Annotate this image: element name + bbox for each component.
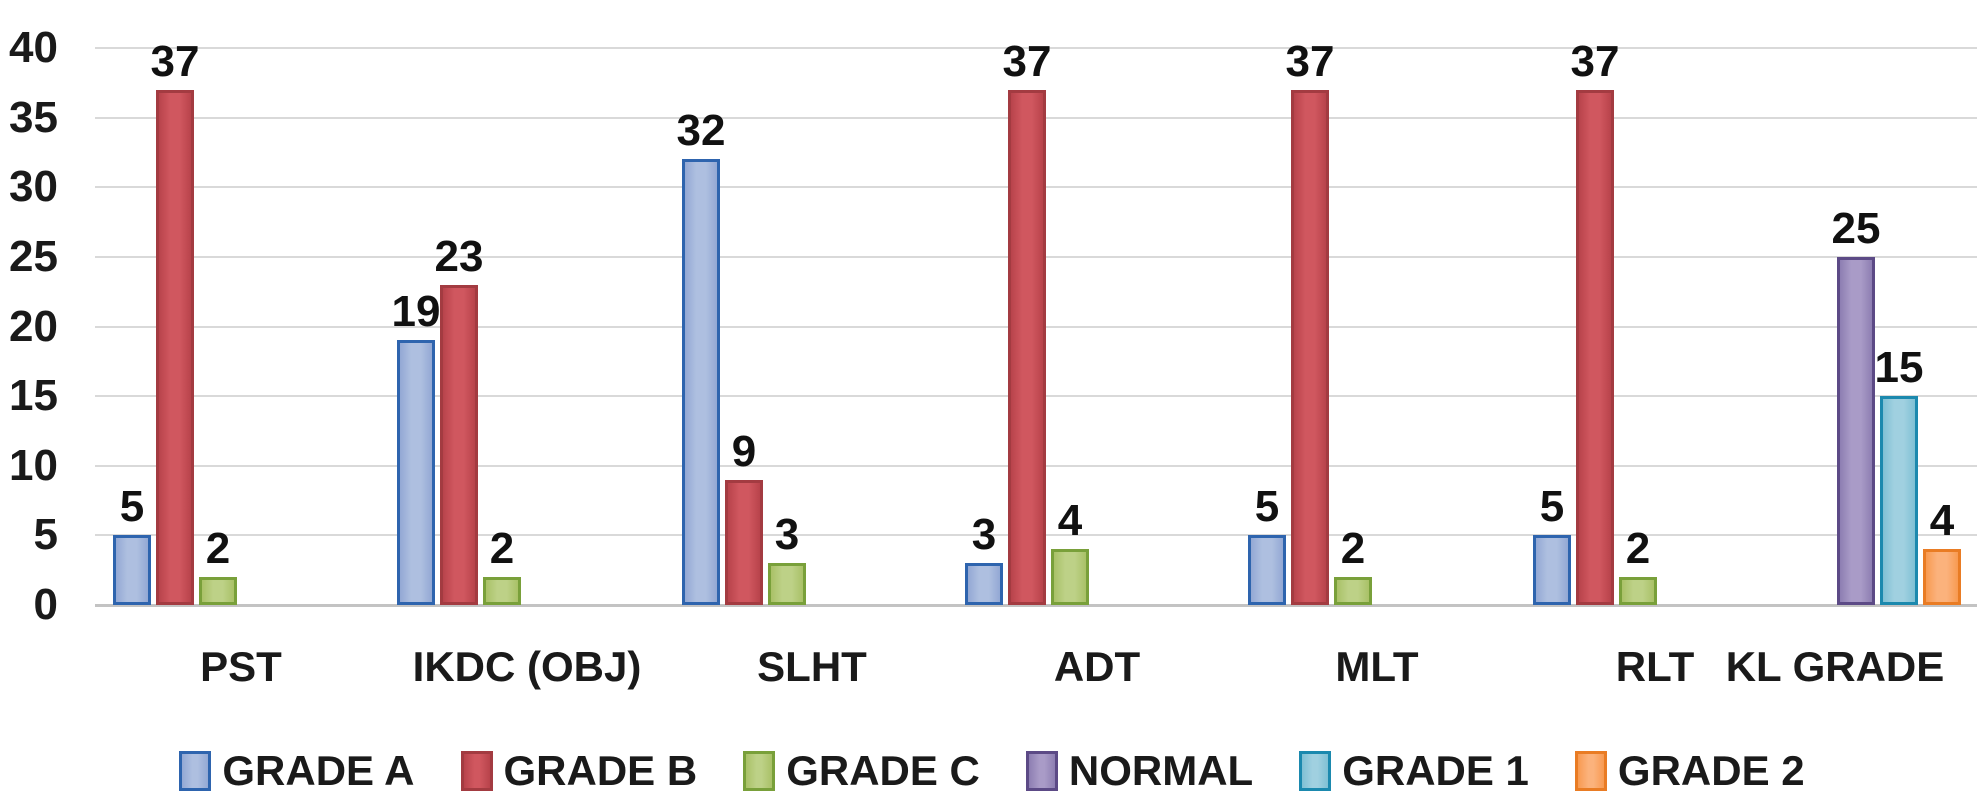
x-axis-label-rlt: RLT — [1615, 643, 1695, 690]
y-tick-label-40: 40 — [9, 23, 58, 72]
value-label-grade-b-rlt: 37 — [1570, 37, 1620, 86]
y-tick-label-10: 10 — [9, 440, 58, 490]
value-label-grade-c-adt: 4 — [1057, 496, 1083, 545]
x-axis-label-slht: SLHT — [757, 643, 867, 690]
value-label-grade-c-ikdc-obj: 2 — [489, 524, 515, 573]
bar-grade-2-kl-grade — [1923, 549, 1961, 605]
bar-grade-a-rlt — [1533, 535, 1571, 605]
legend-label-grade-b: GRADE B — [503, 747, 698, 794]
bar-grade-c-mlt — [1334, 577, 1372, 605]
value-label-grade-2-kl-grade: 4 — [1929, 496, 1955, 545]
legend-item-grade-1: GRADE 1 — [1299, 750, 1529, 792]
bar-grade-a-adt — [965, 563, 1003, 605]
value-label-grade-1-kl-grade: 15 — [1874, 343, 1924, 392]
x-axis-label-ikdc-obj: IKDC (OBJ) — [412, 643, 642, 690]
value-label-grade-c-rlt: 2 — [1625, 524, 1651, 573]
y-tick-label-20: 20 — [9, 301, 58, 351]
value-label-normal-kl-grade: 25 — [1831, 204, 1881, 253]
value-label-grade-c-mlt: 2 — [1340, 524, 1366, 573]
x-axis-label-pst: PST — [200, 643, 282, 690]
value-label-grade-c-slht: 3 — [774, 510, 800, 559]
y-tick-label-0: 0 — [33, 580, 58, 629]
bar-grade-b-slht — [725, 480, 763, 605]
bar-grade-a-ikdc-obj — [397, 340, 435, 605]
value-label-grade-a-mlt: 5 — [1254, 482, 1280, 531]
value-label-grade-c-pst: 2 — [205, 524, 231, 573]
y-tick-label-30: 30 — [9, 162, 58, 212]
legend-swatch-normal — [1025, 751, 1058, 791]
bar-grade-1-kl-grade — [1880, 396, 1918, 605]
legend-swatch-grade-1 — [1299, 751, 1332, 791]
legend-swatch-grade-2 — [1574, 751, 1607, 791]
bar-grade-b-ikdc-obj — [440, 285, 478, 605]
y-tick-label-35: 35 — [9, 92, 58, 142]
legend-label-normal: NORMAL — [1068, 747, 1254, 794]
legend-swatch-grade-a — [179, 751, 212, 791]
bar-grade-c-pst — [199, 577, 237, 605]
bar-grade-b-pst — [156, 90, 194, 605]
bar-grade-c-adt — [1051, 549, 1089, 605]
legend-label-grade-1: GRADE 1 — [1342, 747, 1529, 794]
legend-item-normal: NORMAL — [1025, 747, 1254, 794]
bar-grade-b-rlt — [1576, 90, 1614, 605]
legend-swatch-grade-b — [460, 751, 493, 791]
legend-swatch-grade-c — [743, 751, 776, 791]
y-tick-label-25: 25 — [9, 231, 58, 281]
bar-grade-b-adt — [1008, 90, 1046, 605]
bar-grade-a-mlt — [1248, 535, 1286, 605]
y-tick-label-5: 5 — [33, 510, 58, 560]
value-label-grade-a-pst: 5 — [119, 482, 145, 531]
bar-grade-c-ikdc-obj — [483, 577, 521, 605]
bar-grade-c-rlt — [1619, 577, 1657, 605]
x-axis-label-kl-grade: KL GRADE — [1725, 643, 1945, 690]
value-label-grade-a-ikdc-obj: 19 — [391, 287, 441, 336]
value-label-grade-b-slht: 9 — [731, 427, 757, 476]
bar-grade-a-slht — [682, 159, 720, 605]
value-label-grade-b-mlt: 37 — [1285, 37, 1335, 86]
value-label-grade-b-pst: 37 — [150, 37, 200, 86]
gridline-40 — [95, 47, 1977, 49]
value-label-grade-a-slht: 32 — [676, 106, 726, 155]
value-label-grade-a-adt: 3 — [971, 510, 997, 559]
legend-item-grade-b: GRADE B — [460, 747, 698, 794]
legend-item-grade-a: GRADE A — [179, 747, 415, 794]
value-label-grade-a-rlt: 5 — [1539, 482, 1565, 531]
x-axis-line — [95, 604, 1977, 607]
x-axis-label-mlt: MLT — [1335, 643, 1419, 690]
legend-label-grade-c: GRADE C — [786, 747, 980, 794]
y-tick-label-15: 15 — [9, 371, 58, 421]
chart-legend: GRADE A GRADE B GRADE C NORMAL GRADE 1 GRADE … — [0, 750, 1984, 792]
legend-label-grade-2: GRADE 2 — [1617, 747, 1805, 794]
bar-grade-c-slht — [768, 563, 806, 605]
legend-label-grade-a: GRADE A — [222, 747, 415, 794]
value-label-grade-b-adt: 37 — [1002, 37, 1052, 86]
value-label-grade-b-ikdc-obj: 23 — [434, 232, 484, 281]
bar-grade-b-mlt — [1291, 90, 1329, 605]
bar-grade-a-pst — [113, 535, 151, 605]
x-axis-label-adt: ADT — [1053, 643, 1141, 690]
legend-item-grade-c: GRADE C — [743, 750, 980, 792]
legend-item-grade-2: GRADE 2 — [1574, 747, 1805, 794]
bar-normal-kl-grade — [1837, 257, 1875, 605]
